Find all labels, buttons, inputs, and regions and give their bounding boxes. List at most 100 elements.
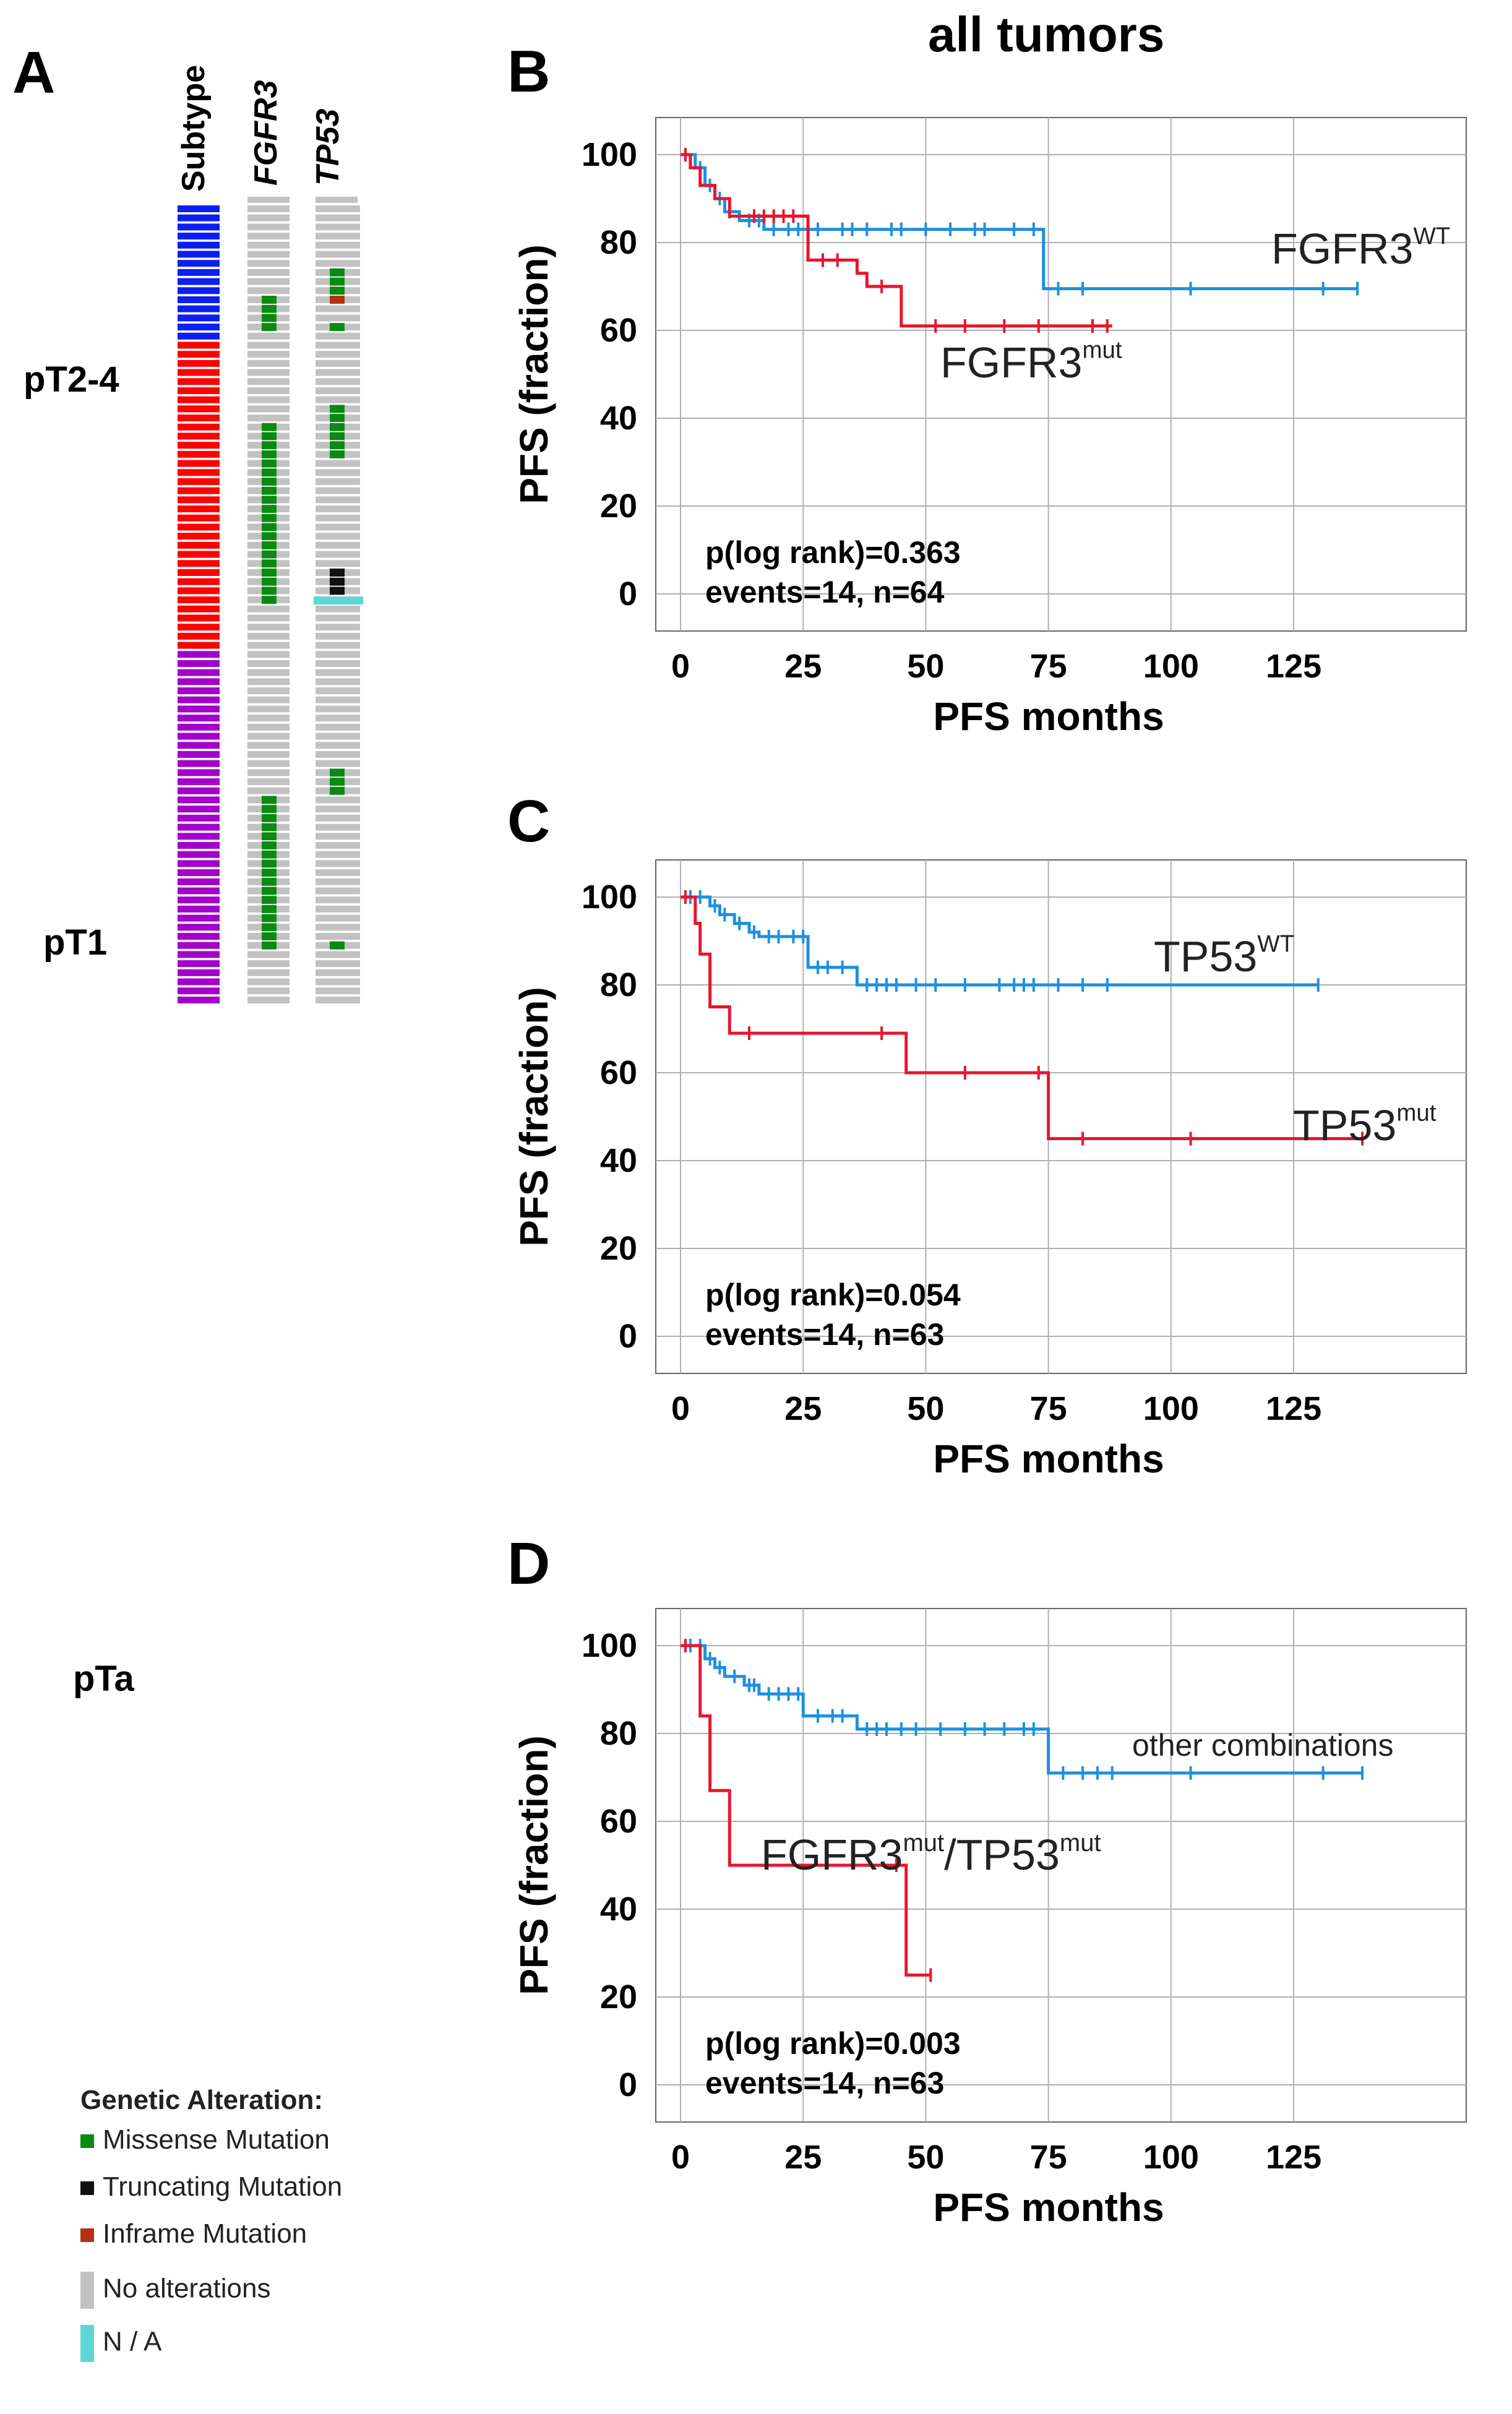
subtype-cell <box>178 287 220 294</box>
tp53-cell <box>316 914 360 922</box>
tp53-mutation-mark <box>330 577 345 586</box>
legend-item-no-alterations: No alterations <box>80 2272 402 2309</box>
x-tick-label: 50 <box>907 1390 944 1427</box>
subtype-cell <box>178 642 220 649</box>
tp53-cell <box>316 314 360 322</box>
tp53-cell <box>316 605 360 612</box>
series-label: other combinations <box>1132 1728 1393 1763</box>
tp53-cell <box>316 896 360 904</box>
x-tick-label: 0 <box>671 648 690 685</box>
fgfr3-mutation-mark <box>262 904 277 913</box>
fgfr3-cell <box>247 260 290 267</box>
tp53-cell <box>316 523 360 531</box>
legend-item-truncating: Truncating Mutation <box>80 2171 402 2202</box>
subtype-cell <box>178 660 220 667</box>
tp53-cell <box>316 678 360 685</box>
fgfr3-cell <box>247 769 290 776</box>
tp53-cell <box>316 705 360 713</box>
tp53-cell <box>316 378 360 385</box>
tp53-cell <box>316 860 360 867</box>
x-tick-label: 0 <box>671 1390 690 1427</box>
fgfr3-cell <box>247 651 290 658</box>
subtype-cell <box>178 823 220 831</box>
tp53-mutation-mark <box>330 569 345 577</box>
x-tick-label: 75 <box>1030 2139 1067 2176</box>
fgfr3-cell <box>247 660 290 667</box>
fgfr3-cell <box>247 251 290 258</box>
fgfr3-cell <box>247 332 290 340</box>
fgfr3-mutation-mark <box>262 859 277 868</box>
subtype-cell <box>178 796 220 804</box>
fgfr3-mutation-mark <box>262 323 277 332</box>
x-tick-label: 25 <box>784 2139 822 2176</box>
y-tick-label: 80 <box>600 966 637 1003</box>
tp53-cell <box>316 823 360 831</box>
series-label: TP53mut <box>1293 1100 1437 1150</box>
tp53-cell <box>316 887 360 895</box>
tp53-cell <box>316 332 360 340</box>
subtype-cell <box>178 705 220 713</box>
subtype-cell <box>178 860 220 867</box>
subtype-cell <box>178 332 220 340</box>
tp53-mutation-mark <box>330 786 345 795</box>
fgfr3-cell <box>247 960 290 968</box>
fgfr3-mutation-mark <box>262 896 277 904</box>
series-label: FGFR3mut/TP53mut <box>761 1829 1101 1879</box>
subtype-cell <box>178 514 220 522</box>
fgfr3-mutation-mark <box>262 805 277 814</box>
subtype-cell <box>178 632 220 640</box>
x-tick-label: 25 <box>784 648 822 685</box>
stats-line: events=14, n=63 <box>705 1317 944 1352</box>
tp53-cell <box>316 241 360 249</box>
y-axis-label: PFS (fraction) <box>512 1735 556 1995</box>
tp53-cell <box>316 205 360 212</box>
y-tick-label: 60 <box>600 312 637 349</box>
fgfr3-cell <box>247 778 290 786</box>
legend-item-inframe: Inframe Mutation <box>80 2219 402 2249</box>
tp53-cell <box>316 251 360 258</box>
y-axis-label: PFS (fraction) <box>512 987 556 1247</box>
subtype-cell <box>178 442 220 449</box>
tp53-cell <box>316 396 360 403</box>
y-tick-label: 20 <box>600 1230 637 1267</box>
tp53-cell <box>316 878 360 885</box>
y-tick-label: 20 <box>600 488 637 525</box>
subtype-cell <box>178 787 220 794</box>
fgfr3-mutation-mark <box>262 486 277 495</box>
x-tick-label: 100 <box>1143 2139 1199 2176</box>
subtype-cell <box>178 460 220 467</box>
subtype-cell <box>178 560 220 567</box>
subtype-cell <box>178 924 220 931</box>
subtype-cell <box>178 987 220 995</box>
tp53-cell <box>316 214 360 221</box>
tp53-cell <box>316 541 360 549</box>
fgfr3-mutation-mark <box>262 887 277 895</box>
tp53-cell <box>316 905 360 913</box>
fgfr3-cell <box>247 268 290 276</box>
tp53-cell <box>316 760 360 767</box>
tp53-cell <box>316 469 360 476</box>
plot-frame <box>655 117 1467 632</box>
x-tick-label: 0 <box>671 2139 690 2176</box>
fgfr3-cell <box>247 642 290 649</box>
subtype-cell <box>178 260 220 267</box>
y-tick-label: 0 <box>619 1318 637 1355</box>
subtype-cell <box>178 268 220 276</box>
subtype-cell <box>178 605 220 612</box>
tp53-cell <box>316 987 360 995</box>
subtype-cell <box>178 496 220 504</box>
legend-title: Genetic Alteration: <box>80 2085 323 2115</box>
x-tick-label: 100 <box>1143 1390 1199 1427</box>
x-axis-label: PFS months <box>933 1437 1164 1481</box>
tp53-mutation-mark <box>330 323 345 332</box>
tp53-cell <box>316 833 360 840</box>
fgfr3-cell <box>247 341 290 349</box>
subtype-cell <box>178 351 220 358</box>
tp53-cell <box>316 960 360 968</box>
subtype-cell <box>178 951 220 958</box>
fgfr3-mutation-mark <box>262 832 277 841</box>
y-tick-label: 40 <box>600 400 637 437</box>
tp53-cell <box>316 223 360 231</box>
fgfr3-cell <box>247 241 290 249</box>
tp53-cell <box>316 487 360 494</box>
